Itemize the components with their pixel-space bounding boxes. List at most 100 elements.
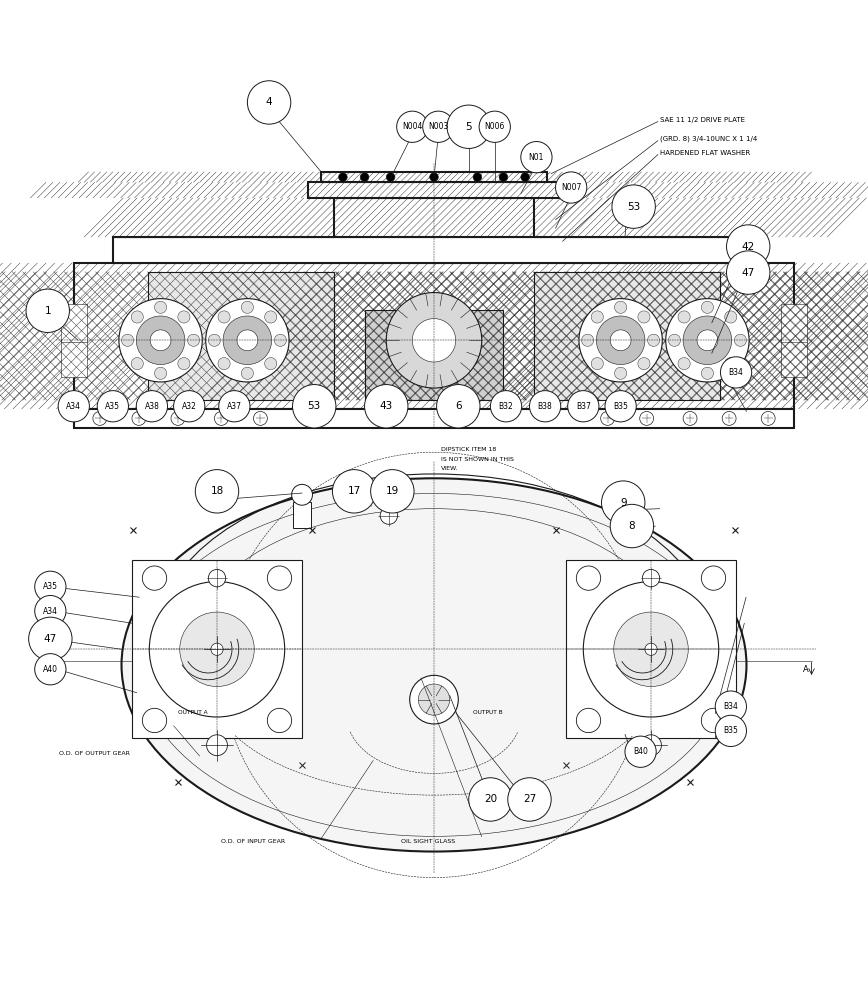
Circle shape [645,643,657,655]
Text: DIPSTICK ITEM 18: DIPSTICK ITEM 18 [441,447,496,452]
Text: A35: A35 [43,582,58,591]
Text: 53: 53 [307,401,321,411]
Text: A40: A40 [43,665,58,674]
Text: O.D. OF INPUT GEAR: O.D. OF INPUT GEAR [221,839,286,844]
Circle shape [365,385,408,428]
Circle shape [93,411,107,425]
Text: 6: 6 [455,401,462,411]
Bar [365,310,503,400]
Circle shape [29,617,72,661]
Circle shape [447,105,490,148]
Circle shape [142,708,167,733]
Circle shape [207,735,227,756]
Circle shape [615,301,627,313]
Bar [566,560,736,738]
Circle shape [725,358,737,370]
Text: A34: A34 [66,402,82,411]
Text: N007: N007 [561,183,582,192]
Circle shape [97,391,128,422]
Circle shape [521,173,529,181]
Circle shape [241,301,253,313]
Circle shape [648,334,660,346]
Circle shape [178,311,190,323]
Text: N003: N003 [428,122,449,131]
Circle shape [625,736,656,767]
Circle shape [641,735,661,756]
Circle shape [683,316,732,365]
Text: HARDENED FLAT WASHER: HARDENED FLAT WASHER [660,150,750,156]
Circle shape [727,225,770,268]
Circle shape [722,411,736,425]
Text: N004: N004 [402,122,423,131]
Text: OIL SIGHT GLASS: OIL SIGHT GLASS [401,839,455,844]
Circle shape [601,411,615,425]
Text: B37: B37 [575,402,591,411]
Circle shape [174,391,205,422]
Circle shape [701,367,713,379]
Text: B40: B40 [633,747,648,756]
Circle shape [155,367,167,379]
Text: A: A [60,665,65,674]
Circle shape [568,391,599,422]
Circle shape [678,311,690,323]
Circle shape [195,470,239,513]
Circle shape [35,595,66,627]
Circle shape [412,319,456,362]
Circle shape [386,293,482,388]
Circle shape [583,582,719,717]
Circle shape [715,691,746,722]
Circle shape [529,391,561,422]
Circle shape [187,334,200,346]
Circle shape [265,358,277,370]
Circle shape [734,334,746,346]
Circle shape [697,330,718,351]
Circle shape [122,334,134,346]
Circle shape [591,358,603,370]
Circle shape [410,675,458,724]
Text: A32: A32 [181,402,197,411]
Circle shape [371,470,414,513]
Circle shape [591,311,603,323]
Text: A37: A37 [227,402,242,411]
Circle shape [267,566,292,590]
Text: (GRD. 8) 3/4-10UNC X 1 1/4: (GRD. 8) 3/4-10UNC X 1 1/4 [660,136,757,142]
Circle shape [508,778,551,821]
Text: 27: 27 [523,794,536,804]
Text: 19: 19 [385,486,399,496]
Circle shape [596,316,645,365]
Circle shape [237,330,258,351]
Bar [74,409,794,428]
Text: 42: 42 [741,242,755,252]
Circle shape [683,411,697,425]
Circle shape [360,173,369,181]
Text: A38: A38 [144,402,160,411]
Circle shape [149,582,285,717]
Bar [534,272,720,400]
Text: B35: B35 [613,402,628,411]
Circle shape [150,330,171,351]
Circle shape [576,566,601,590]
Circle shape [26,289,69,332]
Circle shape [208,334,220,346]
Text: B35: B35 [723,726,739,735]
Bar [132,560,302,738]
Bar [293,502,311,528]
Circle shape [206,299,289,382]
Circle shape [666,299,749,382]
Ellipse shape [122,478,746,852]
Bar [74,263,794,409]
Circle shape [612,185,655,228]
Circle shape [761,411,775,425]
Text: B34: B34 [728,368,744,377]
Circle shape [418,684,450,715]
Circle shape [178,358,190,370]
Circle shape [219,391,250,422]
Circle shape [479,111,510,142]
Bar [781,304,807,342]
Text: 47: 47 [741,268,755,278]
Circle shape [131,311,143,323]
Text: O.D. OF OUTPUT GEAR: O.D. OF OUTPUT GEAR [59,751,130,756]
Circle shape [332,470,376,513]
Circle shape [386,173,395,181]
Text: B32: B32 [499,402,513,411]
